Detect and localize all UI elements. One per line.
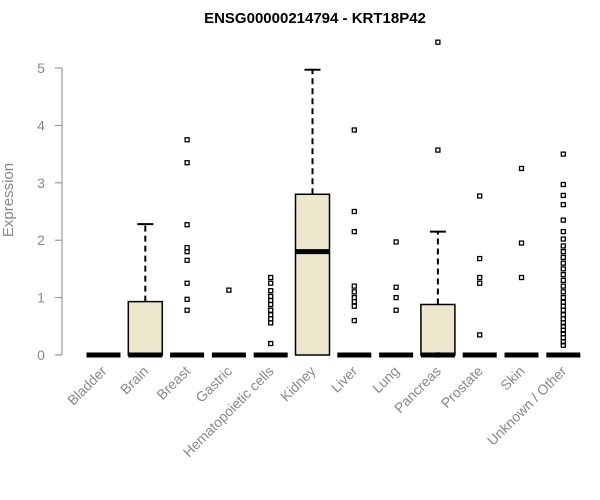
y-tick-label: 2 [37,232,45,248]
outlier-point [560,260,566,266]
x-tick-label: Brain [117,363,151,397]
x-tick-label: Bladder [64,363,110,409]
outlier-point [393,294,399,301]
box [294,193,331,356]
outlier-point [435,352,441,358]
outlier-point [268,274,274,281]
box-group [504,165,539,358]
box-group [462,193,497,358]
outlier-point [560,201,566,208]
outlier-point [393,239,399,245]
outlier-point [351,283,357,289]
outlier-point [268,307,274,313]
outlier-point [518,240,525,246]
outlier-point [268,320,274,326]
outlier-point [518,274,525,281]
outlier-point [560,228,566,235]
outlier-point [184,137,190,143]
outlier-point [560,289,566,295]
outlier-point [268,340,274,347]
outlier-point [477,280,483,286]
outlier-point [351,303,357,309]
outlier-point [351,289,357,295]
box-group [379,239,414,358]
outlier-point [393,284,399,290]
box-group [170,137,205,358]
outlier-point [477,332,483,338]
outlier-point [560,181,566,188]
outlier-point [351,127,357,133]
outlier-point [560,236,566,242]
outlier-point [184,160,190,166]
outlier-point [435,147,441,153]
outlier-point [351,317,357,324]
outlier-point [560,151,566,157]
outlier-point [184,280,190,286]
box-group [253,274,288,358]
y-axis: 0 1 2 3 4 5 [37,60,63,363]
outlier-point [268,280,274,286]
y-tick-label: 5 [37,60,45,76]
x-tick-label: Lung [369,363,402,396]
outlier-point [560,217,566,223]
outlier-point [184,222,190,228]
outlier-point [560,266,566,272]
outlier-point [477,255,483,262]
outlier-point [560,192,566,199]
box-group [337,127,372,358]
outlier-point [268,301,274,308]
outlier-point [560,271,566,278]
box-group [546,151,581,358]
x-tick-label: Skin [497,363,528,394]
x-tick-label: Unknown / Other [484,363,570,449]
outlier-point [268,288,274,294]
outlier-point [184,307,190,313]
y-axis-label: Expression [0,163,17,237]
y-tick-label: 4 [37,117,45,133]
x-tick-label: Prostate [438,363,486,411]
outlier-point [560,307,566,313]
outlier-point [560,342,566,348]
box [420,303,456,356]
y-tick-label: 1 [37,290,45,306]
outlier-point [560,249,566,255]
y-tick-label: 3 [37,175,45,191]
outlier-point [184,257,190,263]
outlier-point [560,294,566,301]
box [127,300,164,356]
box-group [420,39,456,358]
outlier-point [560,243,566,249]
outlier-point [560,283,566,289]
outlier-point [560,277,566,284]
outlier-point [351,208,357,215]
outlier-point [393,307,399,313]
x-tick-label: Breast [153,363,193,403]
outlier-point [518,165,525,172]
box-group [127,223,164,358]
outlier-point [184,249,190,255]
chart-title: ENSG00000214794 - KRT18P42 [204,10,426,27]
outlier-point [477,193,483,199]
y-tick-label: 0 [37,347,45,363]
outlier-point [351,228,357,235]
box-group [294,68,331,356]
outlier-point [435,39,441,45]
outlier-point [477,274,483,281]
plot-area [86,39,581,358]
x-tick-label: Kidney [277,363,319,405]
box-group [211,287,246,358]
x-tick-label: Liver [328,363,361,396]
outlier-point [226,287,232,293]
outlier-point [560,254,566,261]
outlier-point [184,296,190,302]
outlier-point [351,298,357,305]
